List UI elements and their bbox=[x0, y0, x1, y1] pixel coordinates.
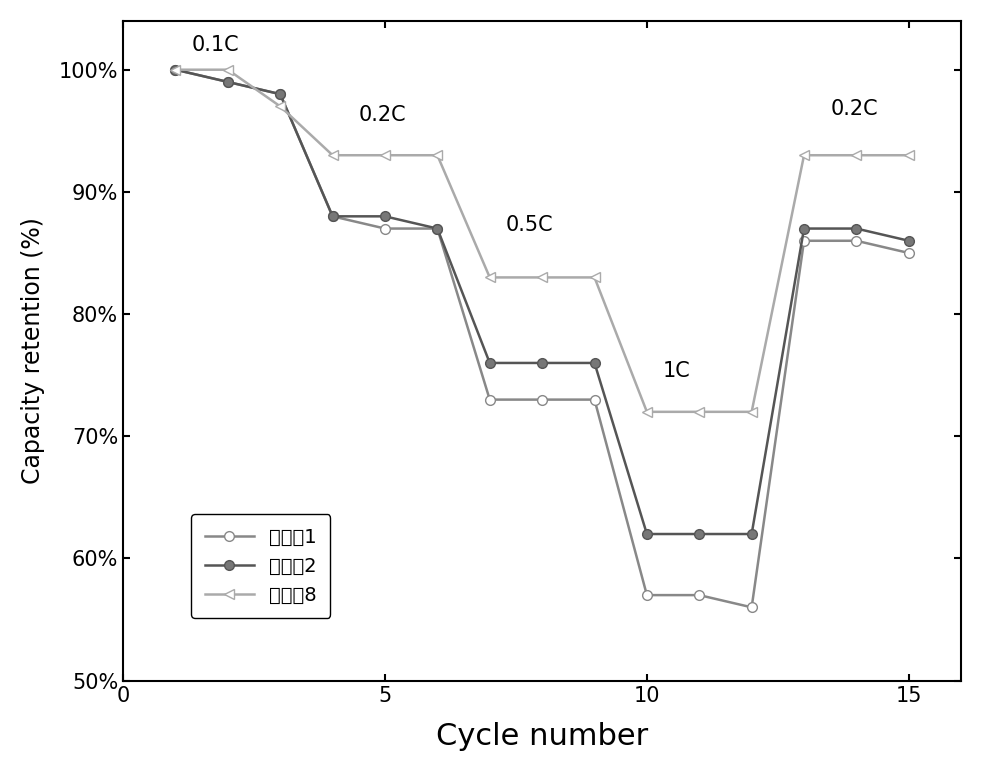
实施例8 bbox=[536, 273, 548, 282]
实施例2 bbox=[484, 358, 496, 367]
Text: 0.1C: 0.1C bbox=[191, 35, 239, 55]
实施例2 bbox=[379, 212, 391, 221]
实施例2 bbox=[170, 65, 182, 74]
Text: 0.2C: 0.2C bbox=[830, 99, 878, 119]
对比例1 bbox=[431, 224, 443, 233]
对比例1 bbox=[693, 591, 705, 600]
实施例8 bbox=[902, 151, 914, 160]
X-axis label: Cycle number: Cycle number bbox=[436, 722, 648, 751]
对比例1 bbox=[798, 236, 810, 245]
对比例1 bbox=[327, 212, 339, 221]
对比例1 bbox=[641, 591, 653, 600]
实施例2 bbox=[274, 90, 286, 99]
实施例2 bbox=[588, 358, 600, 367]
实施例8 bbox=[484, 273, 496, 282]
实施例2 bbox=[327, 212, 339, 221]
对比例1 bbox=[484, 395, 496, 405]
Line: 对比例1: 对比例1 bbox=[171, 65, 913, 612]
实施例2 bbox=[693, 530, 705, 539]
实施例8 bbox=[745, 407, 757, 416]
Text: 0.5C: 0.5C bbox=[506, 215, 553, 235]
实施例2 bbox=[745, 530, 757, 539]
Text: 0.2C: 0.2C bbox=[358, 105, 407, 125]
Y-axis label: Capacity retention (%): Capacity retention (%) bbox=[21, 217, 45, 484]
对比例1 bbox=[902, 249, 914, 258]
实施例2 bbox=[431, 224, 443, 233]
实施例8 bbox=[588, 273, 600, 282]
实施例8 bbox=[641, 407, 653, 416]
Line: 实施例8: 实施例8 bbox=[171, 65, 913, 417]
实施例8 bbox=[170, 65, 182, 74]
对比例1 bbox=[222, 77, 234, 86]
对比例1 bbox=[379, 224, 391, 233]
Line: 实施例2: 实施例2 bbox=[171, 65, 913, 539]
实施例2 bbox=[850, 224, 862, 233]
实施例8 bbox=[222, 65, 234, 74]
实施例2 bbox=[902, 236, 914, 245]
实施例8 bbox=[850, 151, 862, 160]
实施例8 bbox=[379, 151, 391, 160]
对比例1 bbox=[588, 395, 600, 405]
对比例1 bbox=[536, 395, 548, 405]
对比例1 bbox=[170, 65, 182, 74]
实施例8 bbox=[327, 151, 339, 160]
对比例1 bbox=[274, 90, 286, 99]
实施例8 bbox=[431, 151, 443, 160]
Text: 1C: 1C bbox=[663, 361, 690, 381]
实施例2 bbox=[641, 530, 653, 539]
实施例8 bbox=[798, 151, 810, 160]
实施例2 bbox=[222, 77, 234, 86]
Legend: 对比例1, 实施例2, 实施例8: 对比例1, 实施例2, 实施例8 bbox=[191, 514, 331, 618]
对比例1 bbox=[850, 236, 862, 245]
实施例8 bbox=[274, 102, 286, 111]
对比例1 bbox=[745, 603, 757, 612]
实施例2 bbox=[536, 358, 548, 367]
实施例8 bbox=[693, 407, 705, 416]
实施例2 bbox=[798, 224, 810, 233]
